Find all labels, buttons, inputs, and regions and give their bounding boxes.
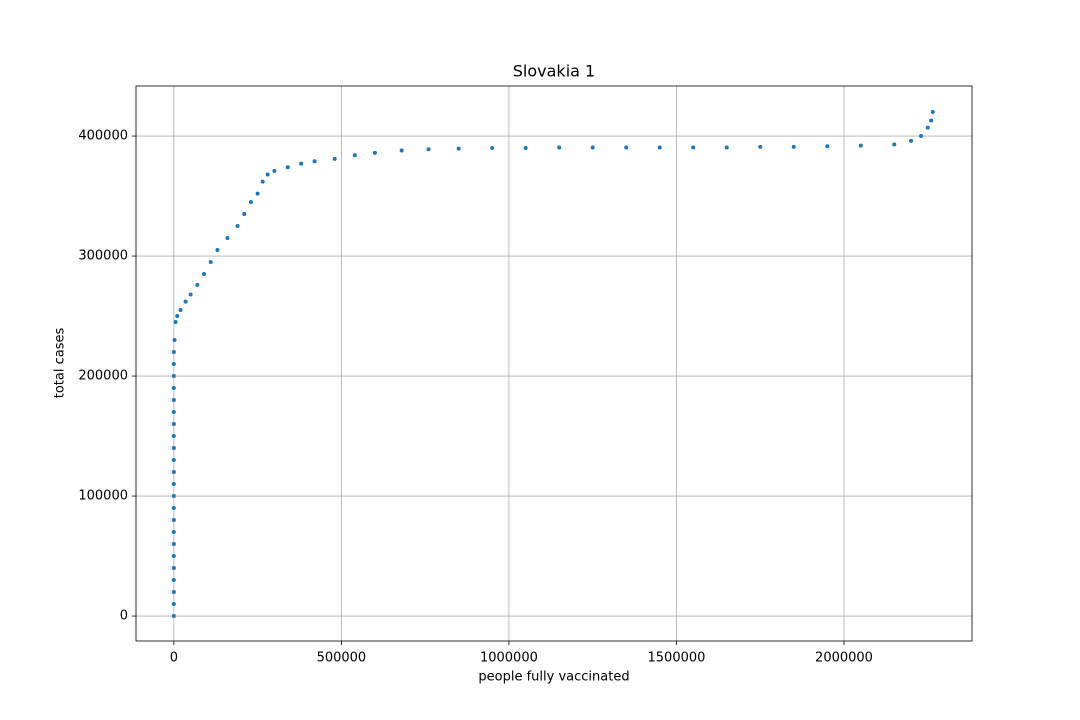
point — [171, 578, 176, 583]
point — [171, 506, 176, 511]
point — [456, 146, 461, 151]
point — [557, 145, 562, 150]
x-tick-label: 1000000 — [480, 651, 538, 666]
point — [171, 386, 176, 391]
point — [171, 458, 176, 463]
point — [225, 236, 230, 241]
point — [171, 410, 176, 415]
point — [791, 144, 796, 149]
x-tick-label: 0 — [170, 651, 178, 666]
x-axis-label: people fully vaccinated — [478, 670, 629, 685]
point — [171, 566, 176, 571]
y-axis-label: total cases — [53, 328, 68, 399]
point — [657, 145, 662, 150]
point — [171, 434, 176, 439]
point — [312, 159, 317, 164]
point — [171, 470, 176, 475]
point — [426, 147, 431, 152]
y-tick-label: 200000 — [78, 369, 128, 384]
point — [925, 125, 930, 130]
point — [171, 530, 176, 535]
point — [171, 518, 176, 523]
point — [171, 494, 176, 499]
point — [171, 374, 176, 379]
point — [858, 143, 863, 148]
x-tick-label: 500000 — [317, 651, 367, 666]
point — [892, 142, 897, 147]
point — [242, 212, 247, 217]
point — [171, 482, 176, 487]
point — [265, 172, 270, 177]
y-tick-label: 100000 — [78, 489, 128, 504]
point — [590, 145, 595, 150]
point — [929, 118, 934, 123]
point — [352, 153, 357, 158]
plot-frame — [135, 85, 973, 642]
point — [178, 308, 183, 313]
point — [183, 299, 188, 304]
point — [171, 602, 176, 607]
point — [372, 150, 377, 155]
point — [299, 161, 304, 166]
point — [691, 145, 696, 150]
y-tick-label: 300000 — [78, 249, 128, 264]
x-tick-label: 1500000 — [648, 651, 706, 666]
point — [825, 144, 830, 149]
y-tick-label: 0 — [120, 609, 128, 624]
point — [255, 191, 260, 196]
point — [758, 144, 763, 149]
chart-title: Slovakia 1 — [513, 62, 595, 81]
point — [235, 224, 240, 229]
point — [523, 146, 528, 151]
point — [260, 179, 265, 184]
point — [171, 398, 176, 403]
point — [399, 148, 404, 153]
point — [171, 446, 176, 451]
point — [171, 350, 176, 355]
point — [171, 614, 176, 619]
point — [172, 338, 177, 343]
point — [930, 110, 935, 115]
point — [171, 362, 176, 367]
point — [248, 200, 253, 205]
y-tick-label: 400000 — [78, 129, 128, 144]
point — [909, 138, 914, 143]
point — [215, 248, 220, 253]
x-tick-label: 2000000 — [815, 651, 873, 666]
point — [195, 282, 200, 287]
point — [332, 156, 337, 161]
point — [208, 260, 213, 265]
point — [202, 272, 207, 277]
point — [624, 145, 629, 150]
point — [285, 165, 290, 170]
point — [490, 146, 495, 151]
point — [173, 320, 178, 325]
point — [188, 292, 193, 297]
point — [171, 422, 176, 427]
point — [171, 542, 176, 547]
point — [272, 168, 277, 173]
point — [724, 145, 729, 150]
point — [171, 590, 176, 595]
point — [919, 134, 924, 139]
point — [171, 554, 176, 559]
point — [175, 314, 180, 319]
